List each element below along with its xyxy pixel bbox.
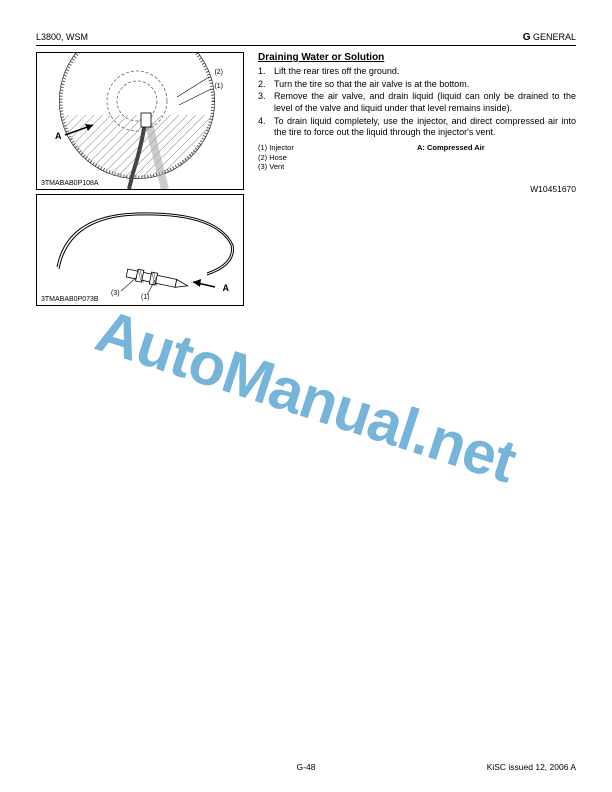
- section-title: Draining Water or Solution: [258, 52, 576, 63]
- section-name: GENERAL: [530, 32, 576, 42]
- header-section: G GENERAL: [523, 32, 576, 43]
- footer-issued: KiSC issued 12, 2006 A: [487, 762, 576, 772]
- figure-2-code: 3TMABAB0P073B: [41, 296, 99, 303]
- fig2-callout-1: (1): [141, 294, 150, 301]
- reference-code: W10451670: [258, 184, 576, 194]
- legend: (1) Injector (2) Hose (3) Vent A: Compre…: [258, 143, 576, 172]
- page-header: L3800, WSM G GENERAL: [36, 32, 576, 46]
- fig2-callout-3: (3): [111, 290, 120, 297]
- legend-right: A: Compressed Air: [417, 143, 576, 172]
- step-1: Lift the rear tires off the ground.: [258, 66, 576, 78]
- legend-item-1: (1) Injector: [258, 143, 417, 152]
- figures-column: (2) (1) A 3TMABAB0P108A: [36, 52, 246, 306]
- figure-2: (3) (1) A 3TMABAB0P073B: [36, 194, 244, 306]
- fig1-callout-2: (2): [214, 69, 223, 76]
- legend-item-3: (3) Vent: [258, 162, 417, 171]
- step-2: Turn the tire so that the air valve is a…: [258, 79, 576, 91]
- page-footer: G-48 KiSC issued 12, 2006 A: [36, 762, 576, 772]
- step-3: Remove the air valve, and drain liquid (…: [258, 91, 576, 114]
- fig2-callout-A: A: [223, 283, 230, 293]
- figure-1-code: 3TMABAB0P108A: [41, 180, 99, 187]
- header-model: L3800, WSM: [36, 32, 88, 43]
- content-area: (2) (1) A 3TMABAB0P108A: [36, 52, 576, 306]
- watermark: AutoManual.net: [88, 296, 524, 496]
- figure-1: (2) (1) A 3TMABAB0P108A: [36, 52, 244, 190]
- step-4: To drain liquid completely, use the inje…: [258, 116, 576, 139]
- page-number: G-48: [297, 762, 316, 772]
- procedure-steps: Lift the rear tires off the ground. Turn…: [258, 66, 576, 139]
- legend-item-2: (2) Hose: [258, 153, 417, 162]
- fig1-callout-A: A: [55, 131, 62, 141]
- legend-left: (1) Injector (2) Hose (3) Vent: [258, 143, 417, 172]
- fig1-callout-1: (1): [214, 83, 223, 90]
- text-column: Draining Water or Solution Lift the rear…: [246, 52, 576, 306]
